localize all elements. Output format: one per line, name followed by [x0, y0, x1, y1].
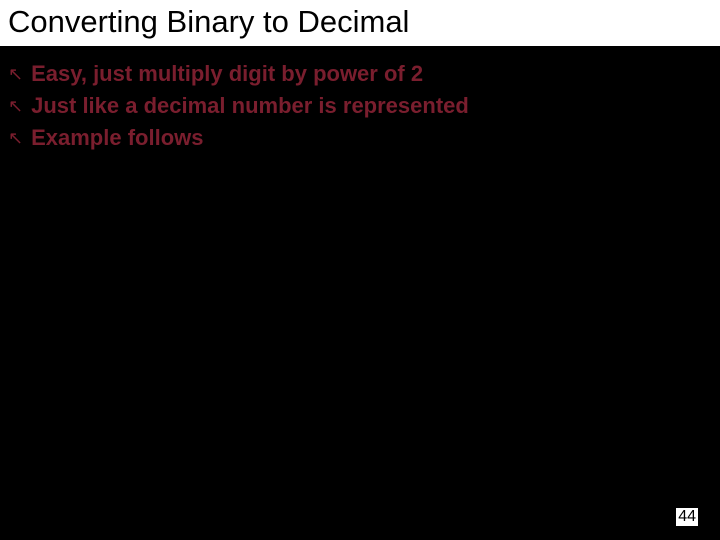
arrow-nw-icon: ↖: [8, 92, 23, 120]
bullet-text: Easy, just multiply digit by power of 2: [31, 60, 423, 88]
slide-title: Converting Binary to Decimal: [8, 4, 712, 40]
arrow-nw-icon: ↖: [8, 124, 23, 152]
bullet-item: ↖ Just like a decimal number is represen…: [8, 92, 712, 120]
bullet-item: ↖ Easy, just multiply digit by power of …: [8, 60, 712, 88]
page-number: 44: [676, 508, 698, 526]
arrow-nw-icon: ↖: [8, 60, 23, 88]
title-bar: Converting Binary to Decimal: [0, 0, 720, 48]
bullet-text: Example follows: [31, 124, 203, 152]
slide-content: ↖ Easy, just multiply digit by power of …: [0, 48, 720, 152]
bullet-item: ↖ Example follows: [8, 124, 712, 152]
bullet-text: Just like a decimal number is represente…: [31, 92, 469, 120]
